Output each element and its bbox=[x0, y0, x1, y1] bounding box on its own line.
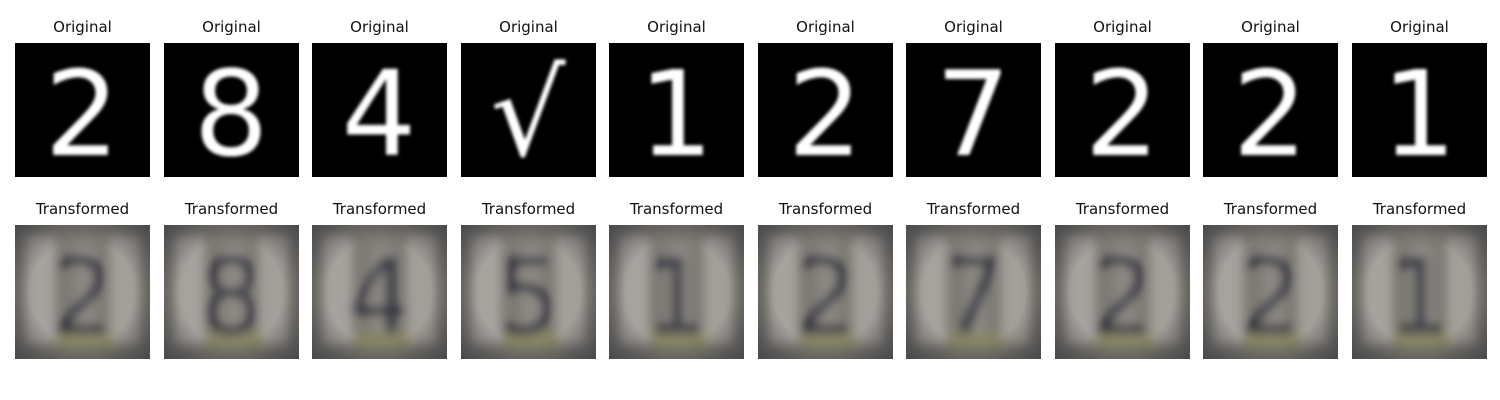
transformed-image: 1 bbox=[1352, 225, 1487, 359]
original-image: 7 bbox=[906, 43, 1041, 177]
original-image: 2 bbox=[1203, 43, 1338, 177]
original-panel: Original 1 bbox=[609, 18, 744, 178]
transformed-image: 2 bbox=[758, 225, 893, 359]
handwritten-digit: 1 bbox=[638, 45, 713, 177]
transformed-panel-title: Transformed bbox=[1075, 200, 1170, 218]
original-panel-title: Original bbox=[53, 18, 112, 36]
original-panel: Original 4 bbox=[312, 18, 447, 178]
transformed-panel: Transformed 1 bbox=[609, 200, 744, 360]
original-panel: Original √ bbox=[461, 18, 596, 178]
transformed-panel-title: Transformed bbox=[1372, 200, 1467, 218]
transformed-panel: Transformed 4 bbox=[312, 200, 447, 360]
original-panel-title: Original bbox=[350, 18, 409, 36]
transformed-panel: Transformed 2 bbox=[1055, 200, 1190, 360]
transformed-image: 2 bbox=[15, 225, 150, 359]
handwritten-digit: 2 bbox=[1084, 45, 1159, 177]
original-panel-title: Original bbox=[202, 18, 261, 36]
handwritten-digit: √ bbox=[490, 45, 566, 177]
transformed-panel: Transformed 2 bbox=[15, 200, 150, 360]
transformed-panel-title: Transformed bbox=[481, 200, 576, 218]
transformed-image: 4 bbox=[312, 225, 447, 359]
transformed-image: 2 bbox=[1055, 225, 1190, 359]
original-image: 2 bbox=[15, 43, 150, 177]
transformed-panel: Transformed 8 bbox=[164, 200, 299, 360]
handwritten-digit: 2 bbox=[44, 45, 119, 177]
handwritten-digit: 7 bbox=[935, 45, 1010, 177]
original-panel-title: Original bbox=[1390, 18, 1449, 36]
original-image: 2 bbox=[758, 43, 893, 177]
original-panel-title: Original bbox=[796, 18, 855, 36]
handwritten-digit: 2 bbox=[787, 45, 862, 177]
original-image: 1 bbox=[1352, 43, 1487, 177]
handwritten-digit: 1 bbox=[1381, 45, 1456, 177]
handwritten-digit: 4 bbox=[341, 45, 416, 177]
original-panel: Original 2 bbox=[1203, 18, 1338, 178]
original-panel: Original 1 bbox=[1352, 18, 1487, 178]
transformed-panel: Transformed 2 bbox=[758, 200, 893, 360]
original-image: 4 bbox=[312, 43, 447, 177]
transformed-panel-title: Transformed bbox=[35, 200, 130, 218]
original-panel: Original 2 bbox=[1055, 18, 1190, 178]
transformed-image: 7 bbox=[906, 225, 1041, 359]
original-panel: Original 7 bbox=[906, 18, 1041, 178]
original-panel: Original 8 bbox=[164, 18, 299, 178]
transformed-panel-title: Transformed bbox=[778, 200, 873, 218]
transformed-image: 1 bbox=[609, 225, 744, 359]
original-image: 2 bbox=[1055, 43, 1190, 177]
original-panel-title: Original bbox=[647, 18, 706, 36]
handwritten-digit: 2 bbox=[1232, 45, 1307, 177]
transformed-panel-title: Transformed bbox=[332, 200, 427, 218]
transformed-panel: Transformed 5 bbox=[461, 200, 596, 360]
original-image: 8 bbox=[164, 43, 299, 177]
original-image: 1 bbox=[609, 43, 744, 177]
original-panel-title: Original bbox=[1241, 18, 1300, 36]
transformed-image: 5 bbox=[461, 225, 596, 359]
transformed-panel-title: Transformed bbox=[926, 200, 1021, 218]
original-panel-title: Original bbox=[499, 18, 558, 36]
transformed-image: 8 bbox=[164, 225, 299, 359]
handwritten-digit: 8 bbox=[193, 45, 268, 177]
transformed-panel-title: Transformed bbox=[184, 200, 279, 218]
transformed-panel-title: Transformed bbox=[1223, 200, 1318, 218]
original-panel-title: Original bbox=[944, 18, 1003, 36]
original-panel: Original 2 bbox=[15, 18, 150, 178]
transformed-panel: Transformed 1 bbox=[1352, 200, 1487, 360]
original-panel: Original 2 bbox=[758, 18, 893, 178]
transformed-panel: Transformed 7 bbox=[906, 200, 1041, 360]
transformed-panel: Transformed 2 bbox=[1203, 200, 1338, 360]
transformed-image: 2 bbox=[1203, 225, 1338, 359]
original-image: √ bbox=[461, 43, 596, 177]
transformed-panel-title: Transformed bbox=[629, 200, 724, 218]
original-panel-title: Original bbox=[1093, 18, 1152, 36]
